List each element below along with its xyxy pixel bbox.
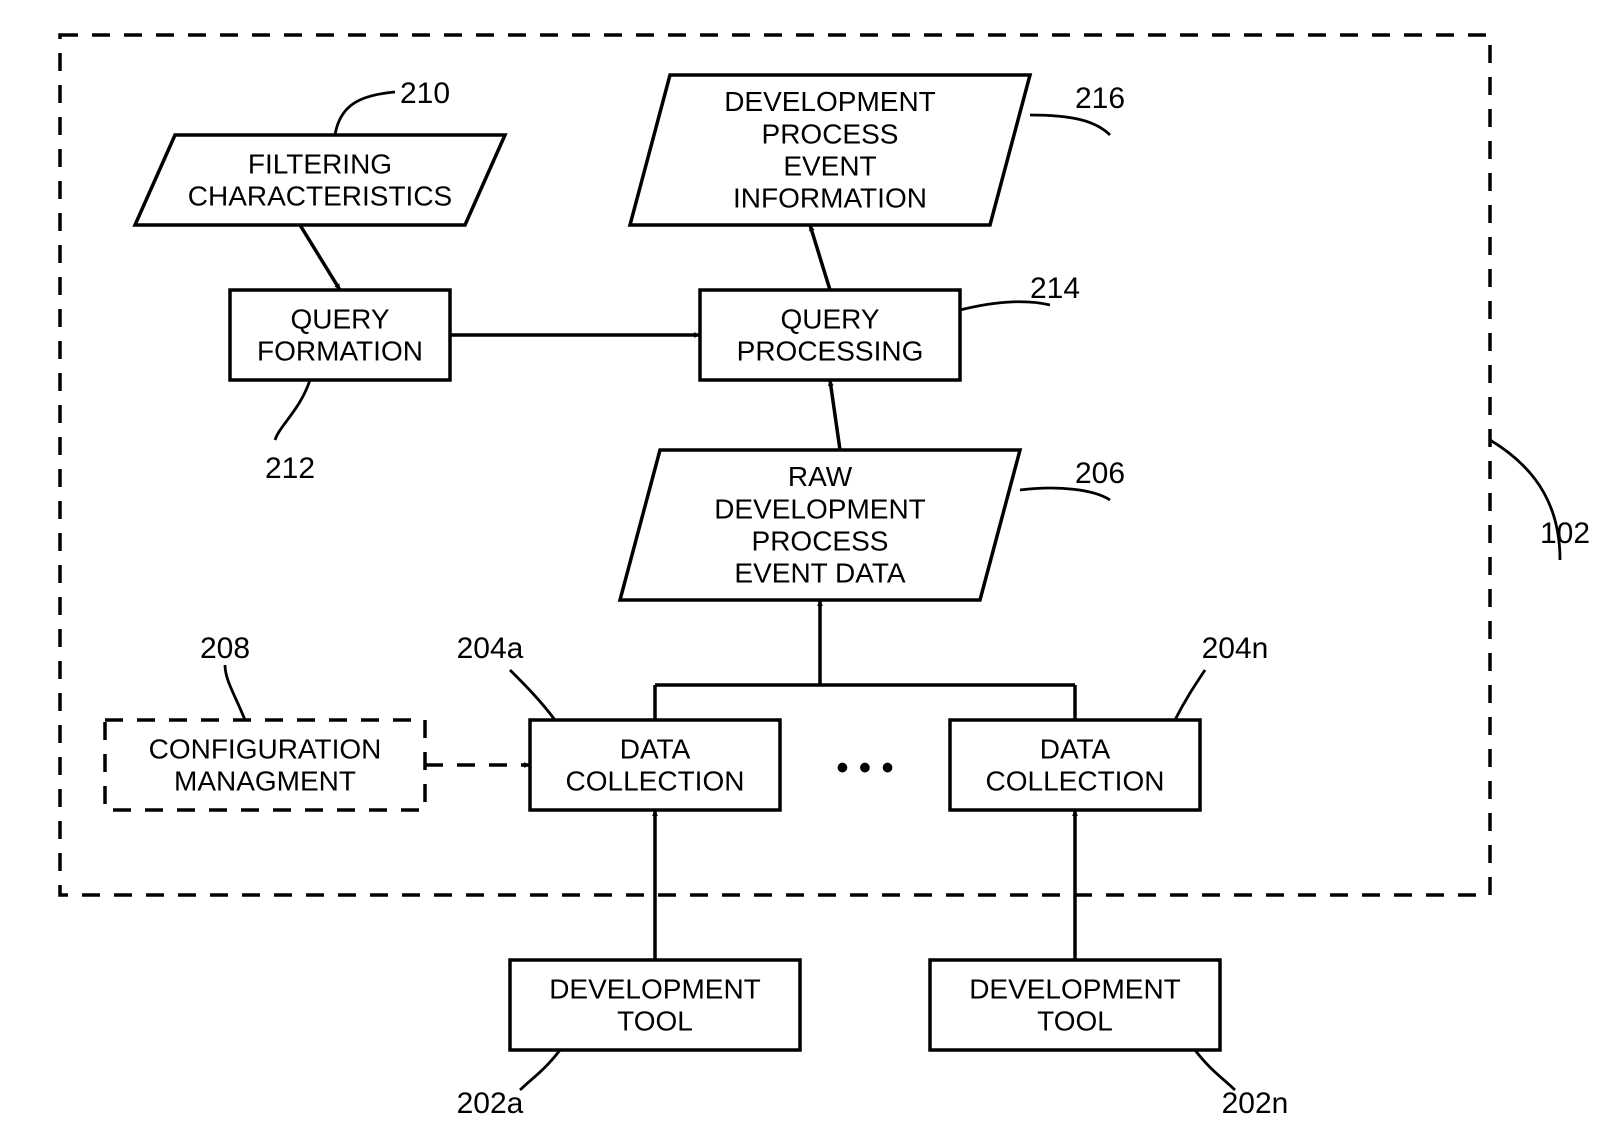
ref-label-216: 216 (1075, 82, 1125, 115)
node-raw_data-label-1: DEVELOPMENT (714, 493, 926, 524)
ref-label-204n: 204n (1202, 632, 1269, 665)
node-config_mgmt-label-0: CONFIGURATION (149, 733, 382, 764)
node-query_processing-label-1: PROCESSING (737, 335, 924, 366)
ref-label-202a: 202a (457, 1087, 524, 1120)
ref-label-210: 210 (400, 77, 450, 110)
node-query_formation-label-0: QUERY (290, 303, 389, 334)
ref-callout-204n (1175, 670, 1205, 720)
edge-filtering-to-query_formation (300, 225, 340, 290)
edge-raw_data-to-query_processing (830, 380, 840, 450)
ref-callout-212 (275, 380, 310, 440)
node-dev_info-label-2: EVENT (783, 150, 876, 181)
ref-callout-210 (335, 92, 395, 135)
node-data_coll_n-label-0: DATA (1040, 733, 1111, 764)
node-dev_tool_n-label-0: DEVELOPMENT (969, 973, 1181, 1004)
ref-callout-202a (520, 1050, 560, 1090)
node-dev_info-label-0: DEVELOPMENT (724, 86, 936, 117)
node-data_coll_a-label-0: DATA (620, 733, 691, 764)
node-data_coll_a-label-1: COLLECTION (566, 765, 745, 796)
node-raw_data-label-0: RAW (788, 461, 853, 492)
edge-query_processing-to-dev_info (810, 225, 830, 290)
node-query_processing-label-0: QUERY (780, 303, 879, 334)
ref-callout-208 (225, 665, 245, 720)
ellipsis: • • • (836, 747, 894, 788)
node-dev_tool_n-label-1: TOOL (1037, 1005, 1113, 1036)
ref-label-102: 102 (1540, 517, 1590, 550)
ref-label-212: 212 (265, 452, 315, 485)
node-raw_data-label-2: PROCESS (752, 525, 889, 556)
node-dev_info-label-1: PROCESS (762, 118, 899, 149)
node-config_mgmt-label-1: MANAGMENT (174, 765, 356, 796)
ref-callout-204a (510, 670, 555, 720)
node-dev_info-label-3: INFORMATION (733, 183, 927, 214)
ref-label-202n: 202n (1222, 1087, 1289, 1120)
node-filtering-label-0: FILTERING (248, 148, 392, 179)
node-raw_data-label-3: EVENT DATA (734, 558, 905, 589)
ref-label-206: 206 (1075, 457, 1125, 490)
node-dev_tool_a-label-1: TOOL (617, 1005, 693, 1036)
ref-callout-216 (1030, 115, 1110, 135)
node-filtering-label-1: CHARACTERISTICS (188, 180, 452, 211)
node-data_coll_n-label-1: COLLECTION (986, 765, 1165, 796)
ref-label-204a: 204a (457, 632, 524, 665)
ref-callout-202n (1195, 1050, 1235, 1090)
ref-label-214: 214 (1030, 272, 1080, 305)
node-query_formation-label-1: FORMATION (257, 335, 423, 366)
ref-label-208: 208 (200, 632, 250, 665)
node-dev_tool_a-label-0: DEVELOPMENT (549, 973, 761, 1004)
